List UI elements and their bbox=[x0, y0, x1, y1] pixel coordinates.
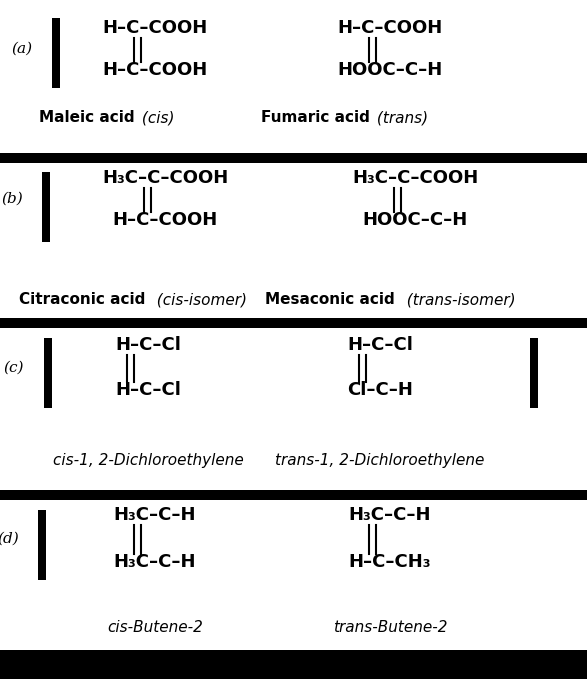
Text: (d): (d) bbox=[0, 532, 19, 545]
Text: Cl–C–H: Cl–C–H bbox=[347, 381, 413, 399]
Text: Maleic acid: Maleic acid bbox=[39, 111, 135, 126]
Text: (cis-isomer): (cis-isomer) bbox=[147, 293, 247, 308]
Text: cis-Butene-2: cis-Butene-2 bbox=[107, 621, 203, 636]
Bar bbox=[0, 163, 587, 318]
Text: cis-1, 2-Dichloroethylene: cis-1, 2-Dichloroethylene bbox=[53, 452, 244, 468]
Text: H₃C–C–COOH: H₃C–C–COOH bbox=[352, 169, 478, 187]
Bar bbox=[38, 510, 46, 580]
Text: (trans): (trans) bbox=[372, 111, 428, 126]
Text: H–C–CH₃: H–C–CH₃ bbox=[349, 553, 431, 571]
Text: H–C–Cl: H–C–Cl bbox=[115, 381, 181, 399]
Text: H–C–COOH: H–C–COOH bbox=[102, 19, 208, 37]
Text: Fumaric acid: Fumaric acid bbox=[261, 111, 370, 126]
Text: (cis): (cis) bbox=[137, 111, 174, 126]
Text: (c): (c) bbox=[4, 361, 24, 375]
Bar bbox=[0, 328, 587, 490]
Text: trans-Butene-2: trans-Butene-2 bbox=[333, 621, 447, 636]
Text: H₃C–C–H: H₃C–C–H bbox=[114, 553, 196, 571]
Text: H–C–COOH: H–C–COOH bbox=[112, 211, 218, 229]
Bar bbox=[0, 500, 587, 650]
Text: H₃C–C–COOH: H₃C–C–COOH bbox=[102, 169, 228, 187]
Text: (a): (a) bbox=[11, 42, 32, 56]
Text: H–C–COOH: H–C–COOH bbox=[338, 19, 443, 37]
Text: H–C–COOH: H–C–COOH bbox=[102, 61, 208, 79]
Text: H–C–Cl: H–C–Cl bbox=[115, 336, 181, 354]
Bar bbox=[0, 0, 587, 153]
Text: H₃C–C–H: H₃C–C–H bbox=[349, 506, 431, 524]
Bar bbox=[42, 172, 50, 242]
Text: HOOC–C–H: HOOC–C–H bbox=[338, 61, 443, 79]
Bar bbox=[52, 18, 60, 88]
Text: H–C–Cl: H–C–Cl bbox=[347, 336, 413, 354]
Text: (trans-isomer): (trans-isomer) bbox=[397, 293, 515, 308]
Text: Citraconic acid: Citraconic acid bbox=[19, 293, 145, 308]
Bar bbox=[530, 338, 538, 408]
Text: HOOC–C–H: HOOC–C–H bbox=[362, 211, 468, 229]
Text: Mesaconic acid: Mesaconic acid bbox=[265, 293, 395, 308]
Text: H₃C–C–H: H₃C–C–H bbox=[114, 506, 196, 524]
Text: trans-1, 2-Dichloroethylene: trans-1, 2-Dichloroethylene bbox=[275, 452, 485, 468]
Bar bbox=[44, 338, 52, 408]
Text: (b): (b) bbox=[1, 192, 23, 206]
